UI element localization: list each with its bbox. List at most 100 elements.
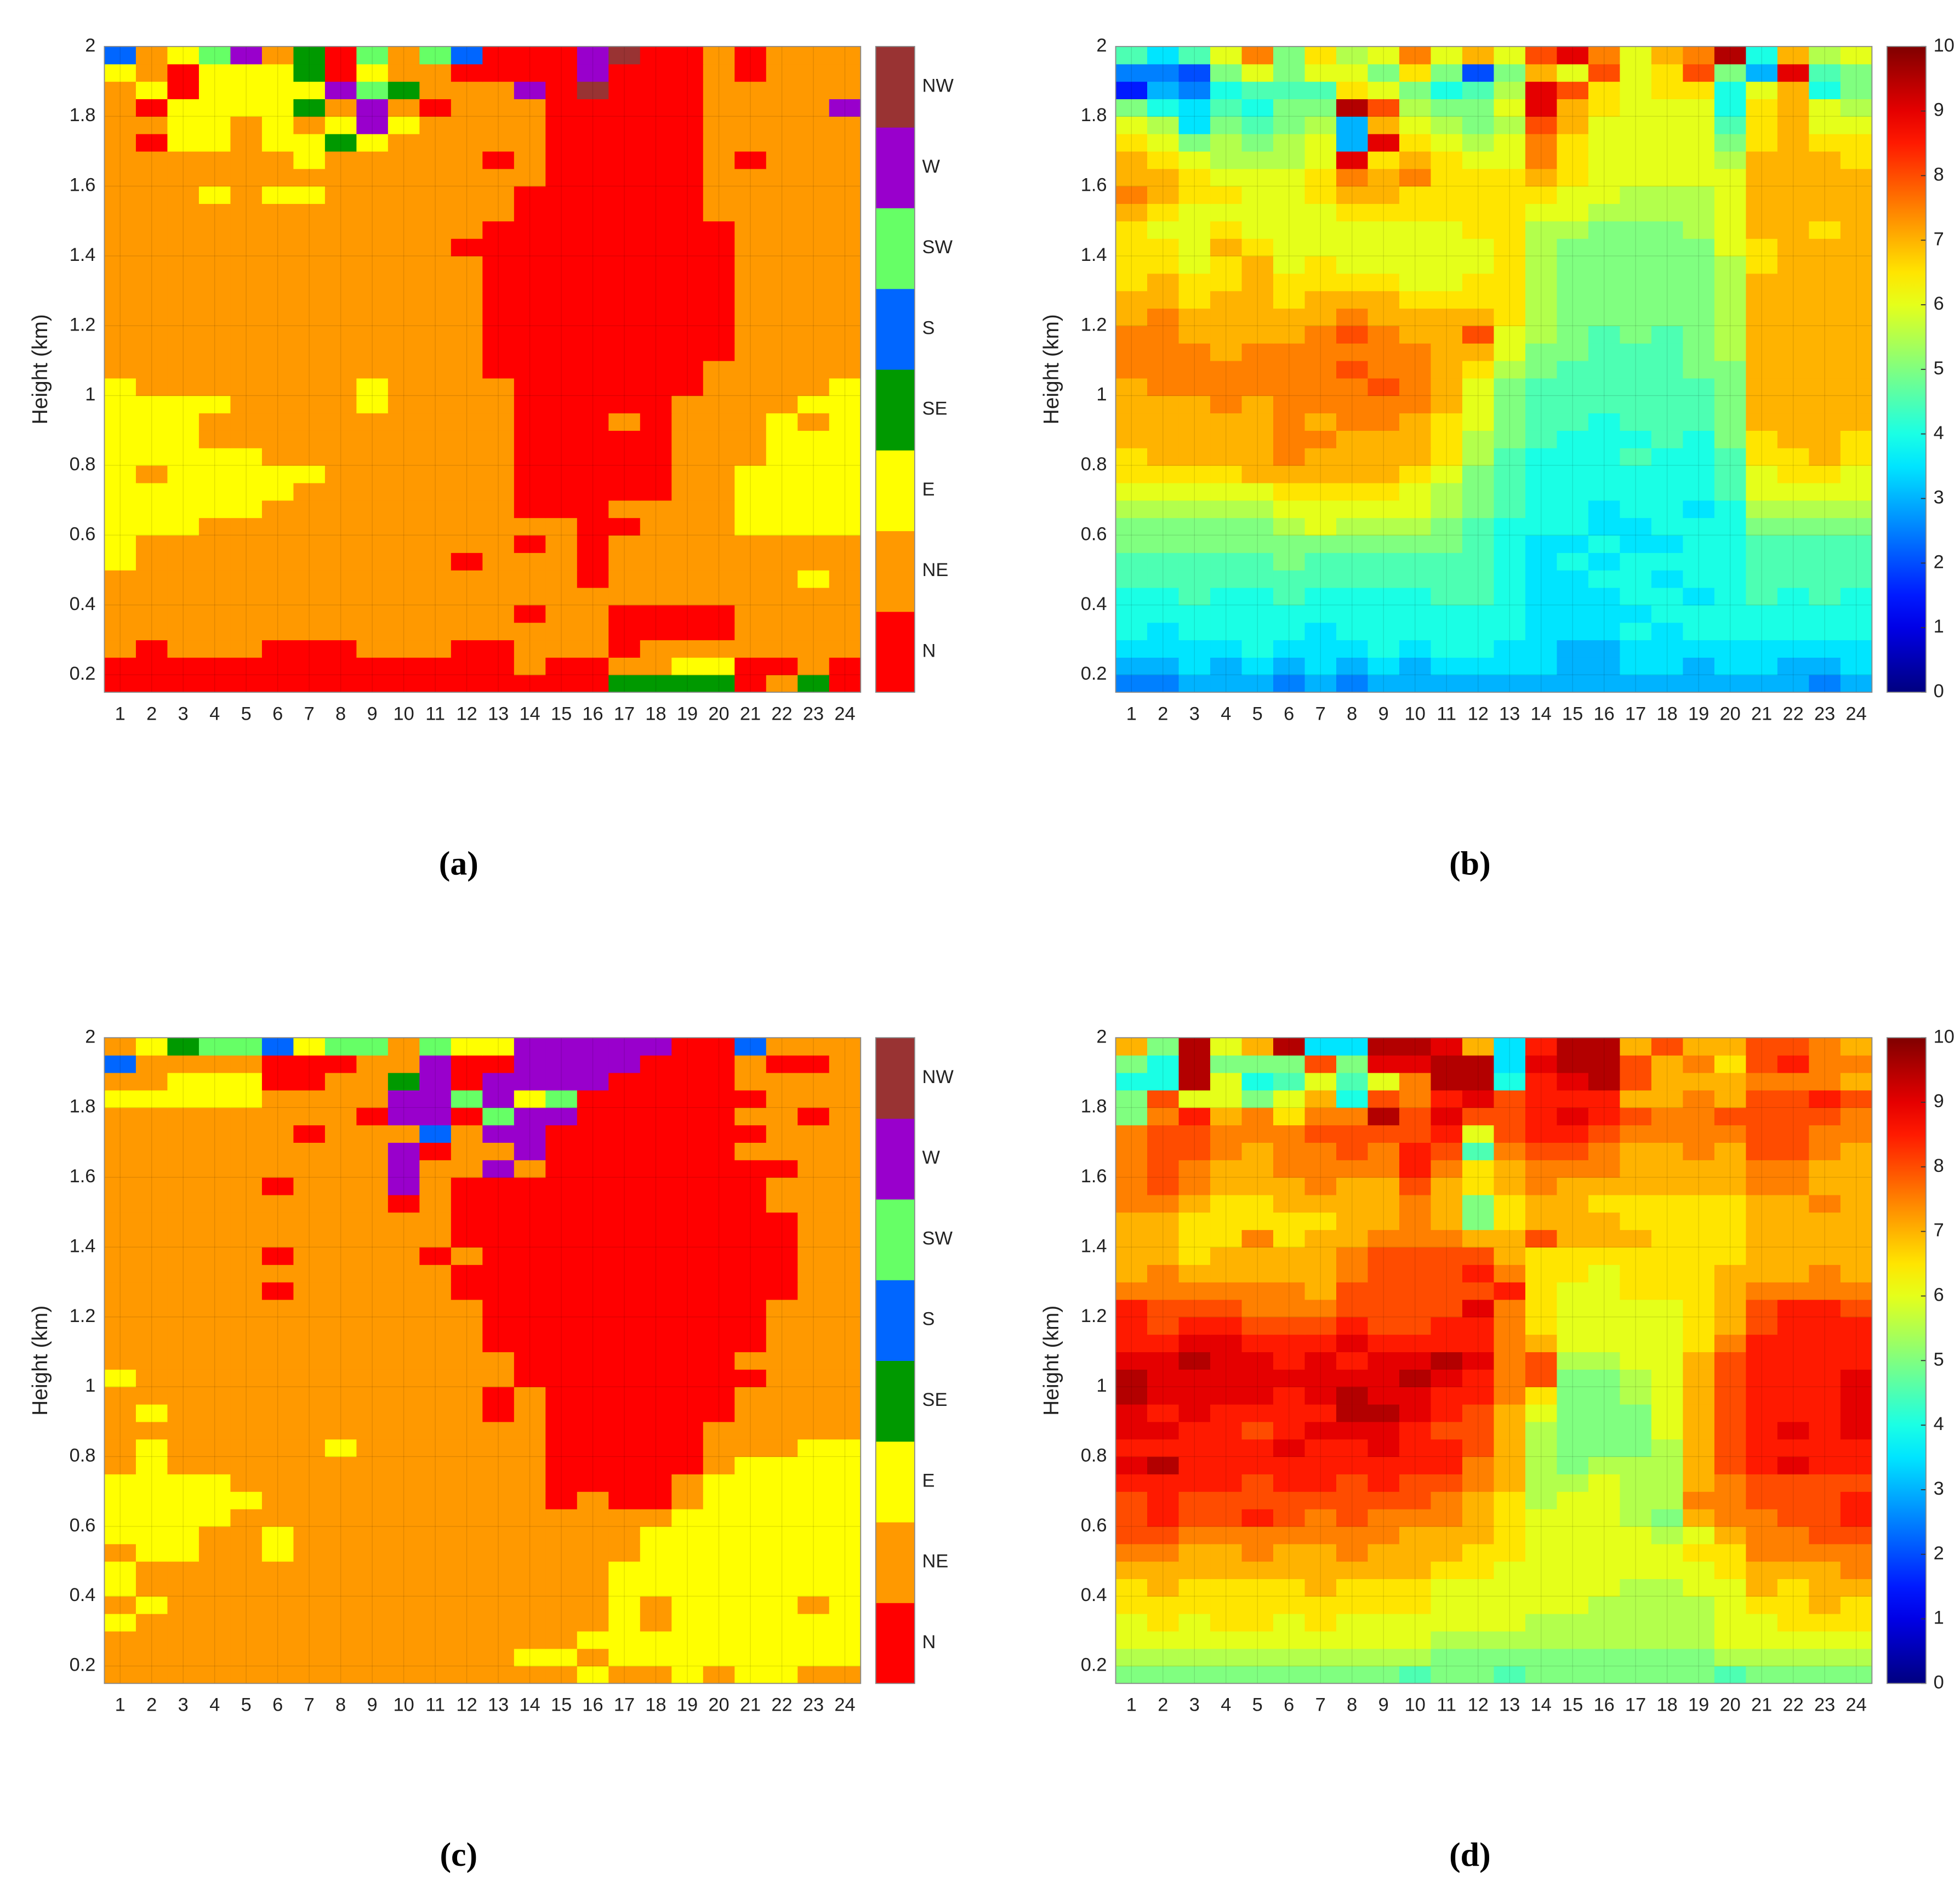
cell xyxy=(198,290,231,309)
cell xyxy=(1651,517,1684,536)
cell xyxy=(293,413,326,431)
cell xyxy=(230,290,263,309)
cell xyxy=(545,221,578,239)
cell xyxy=(671,640,704,658)
cell xyxy=(451,465,483,483)
cell xyxy=(1714,535,1747,553)
cell xyxy=(1336,308,1369,326)
cell xyxy=(104,657,136,675)
cell xyxy=(703,378,735,396)
cell xyxy=(293,290,326,309)
cell xyxy=(797,99,830,117)
cell xyxy=(1683,255,1715,274)
cell xyxy=(797,395,830,414)
cell xyxy=(671,290,704,309)
cell xyxy=(230,413,263,431)
cell xyxy=(1777,186,1810,204)
cell xyxy=(1399,605,1432,623)
cell xyxy=(324,657,357,675)
cell xyxy=(577,517,609,536)
cell xyxy=(1809,413,1841,431)
cell xyxy=(1147,221,1180,239)
cell xyxy=(1210,395,1243,414)
cell xyxy=(1620,640,1652,658)
cell xyxy=(293,587,326,606)
cell xyxy=(1241,255,1274,274)
cell xyxy=(514,308,546,326)
cell xyxy=(640,570,672,588)
cell xyxy=(1620,203,1652,221)
cell xyxy=(261,622,294,641)
cell xyxy=(1304,500,1337,519)
cell xyxy=(545,482,578,501)
cell xyxy=(766,535,798,553)
cell xyxy=(829,657,861,675)
cell xyxy=(293,605,326,623)
cell xyxy=(1588,343,1621,361)
cell xyxy=(356,482,389,501)
cell xyxy=(293,308,326,326)
cell xyxy=(482,552,515,571)
cell xyxy=(1336,587,1369,606)
cell xyxy=(1588,517,1621,536)
cell xyxy=(1178,657,1211,675)
cell xyxy=(1431,640,1463,658)
cell xyxy=(577,465,609,483)
cell xyxy=(608,640,641,658)
cell xyxy=(577,273,609,292)
cell xyxy=(1368,552,1400,571)
cell xyxy=(829,482,861,501)
colorbar-tick-label: 7 xyxy=(1934,1220,1944,1241)
cell xyxy=(734,116,767,134)
cell xyxy=(671,657,704,675)
cell xyxy=(1462,465,1495,483)
legend-label: N xyxy=(922,640,936,661)
cell xyxy=(482,343,515,361)
cell xyxy=(766,395,798,414)
cell xyxy=(324,430,357,448)
cell xyxy=(1462,186,1495,204)
cell xyxy=(514,168,546,187)
cell xyxy=(230,605,263,623)
cell xyxy=(1557,221,1589,239)
cell xyxy=(388,605,420,623)
y-tick-label: 1.6 xyxy=(1081,1166,1107,1187)
cell xyxy=(1620,657,1652,675)
cell xyxy=(608,360,641,379)
cell xyxy=(1588,360,1621,379)
cell xyxy=(1304,360,1337,379)
cell xyxy=(135,587,168,606)
cell xyxy=(734,570,767,588)
cell xyxy=(261,378,294,396)
x-tick-label: 17 xyxy=(1625,1695,1646,1716)
cell xyxy=(1431,622,1463,641)
cell xyxy=(1115,168,1148,187)
cell xyxy=(703,430,735,448)
cell xyxy=(419,238,452,257)
legend-swatch xyxy=(875,369,915,451)
cell xyxy=(1462,360,1495,379)
cell xyxy=(671,378,704,396)
cell xyxy=(104,605,136,623)
colorbar xyxy=(1887,1038,1926,1684)
x-tick-label: 4 xyxy=(1221,703,1231,724)
cell xyxy=(1147,517,1180,536)
cell xyxy=(640,657,672,675)
cell xyxy=(293,378,326,396)
cell xyxy=(766,622,798,641)
cell xyxy=(104,221,136,239)
cell xyxy=(1368,168,1400,187)
cell xyxy=(1147,605,1180,623)
cell xyxy=(1620,413,1652,431)
cell xyxy=(1494,552,1526,571)
cell xyxy=(1431,535,1463,553)
cell xyxy=(1462,482,1495,501)
cell xyxy=(1651,395,1684,414)
cell xyxy=(1241,168,1274,187)
legend-label: E xyxy=(922,1470,935,1491)
cell xyxy=(671,203,704,221)
cell xyxy=(608,64,641,82)
cell xyxy=(1115,273,1148,292)
cell xyxy=(135,500,168,519)
